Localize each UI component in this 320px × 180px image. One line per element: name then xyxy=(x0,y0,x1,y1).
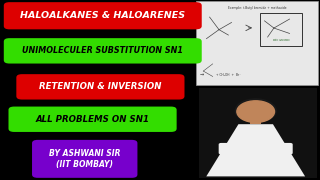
FancyBboxPatch shape xyxy=(4,38,202,64)
FancyBboxPatch shape xyxy=(9,107,177,132)
FancyBboxPatch shape xyxy=(196,1,318,85)
Text: with inversion
with retention: with inversion with retention xyxy=(273,39,289,41)
Text: UNIMOLECULER SUBSTITUTION SN1: UNIMOLECULER SUBSTITUTION SN1 xyxy=(22,46,183,55)
Text: →: → xyxy=(200,72,204,77)
FancyBboxPatch shape xyxy=(261,143,293,154)
Text: Example: t-Butyl bromide + methoxide: Example: t-Butyl bromide + methoxide xyxy=(228,6,287,10)
Bar xyxy=(199,88,317,178)
FancyBboxPatch shape xyxy=(32,140,137,178)
Circle shape xyxy=(237,101,275,122)
Circle shape xyxy=(235,99,276,122)
Text: HALOALKANES & HALOARENES: HALOALKANES & HALOARENES xyxy=(20,11,185,20)
Text: BY ASHWANI SIR
(IIT BOMBAY): BY ASHWANI SIR (IIT BOMBAY) xyxy=(49,149,120,168)
Text: RETENTION & INVERSION: RETENTION & INVERSION xyxy=(39,82,162,91)
FancyBboxPatch shape xyxy=(250,112,261,124)
Polygon shape xyxy=(206,124,305,176)
FancyBboxPatch shape xyxy=(16,74,185,100)
Bar xyxy=(260,14,302,46)
Text: + CH₃OH  +  Br⁻: + CH₃OH + Br⁻ xyxy=(216,73,241,77)
Text: ALL PROBLEMS ON SN1: ALL PROBLEMS ON SN1 xyxy=(36,115,149,124)
FancyBboxPatch shape xyxy=(219,143,250,154)
FancyBboxPatch shape xyxy=(4,2,202,29)
